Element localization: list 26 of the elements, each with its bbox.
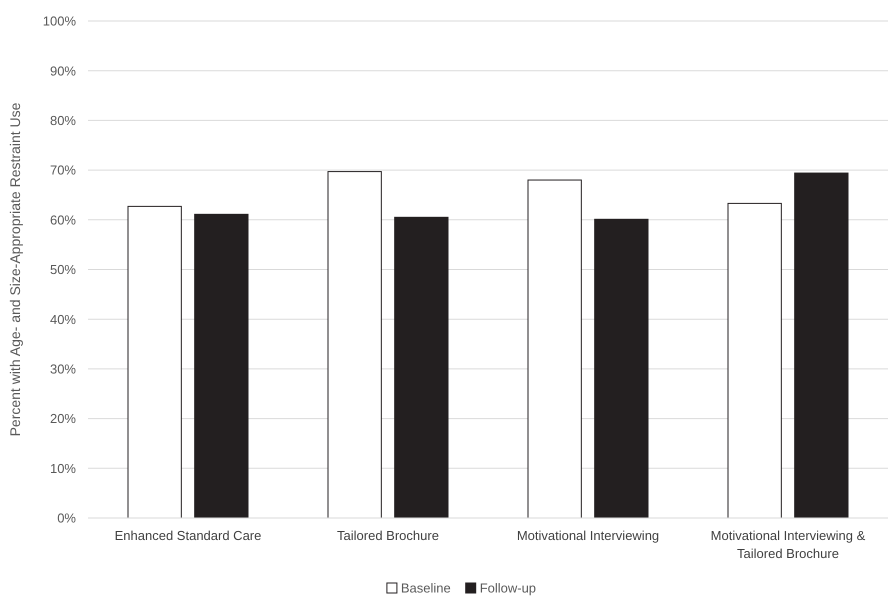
bar [128,206,182,518]
bar [194,214,248,518]
y-tick-label: 30% [50,361,76,376]
y-tick-label: 10% [50,460,76,476]
bar [728,202,782,518]
bar [794,172,848,518]
y-tick-label: 70% [50,162,76,178]
bar [594,218,648,518]
y-tick-label: 40% [50,312,76,327]
x-tick-label: Enhanced Standard Care [114,528,262,543]
x-tick-label: Tailored Brochure [337,528,439,543]
y-tick-label: 100% [42,14,76,29]
bar [328,171,382,518]
x-tick-label: Motivational Interviewing & Tailored Brochure [710,528,866,561]
y-axis-title: Percent with Age- and Size-Appropriate Restraint Use [7,102,23,436]
legend-label: Follow-up [480,580,536,596]
y-tick-label: 90% [50,63,76,78]
y-tick-label: 80% [50,112,76,128]
bar [528,180,582,518]
bar [394,216,448,518]
y-tick-label: 60% [50,212,76,228]
y-tick-label: 50% [50,262,76,278]
x-tick-label: Motivational Interviewing [516,528,660,543]
y-tick-label: 20% [50,411,76,426]
y-tick-label: 0% [57,510,76,526]
legend-label: Baseline [400,580,451,596]
